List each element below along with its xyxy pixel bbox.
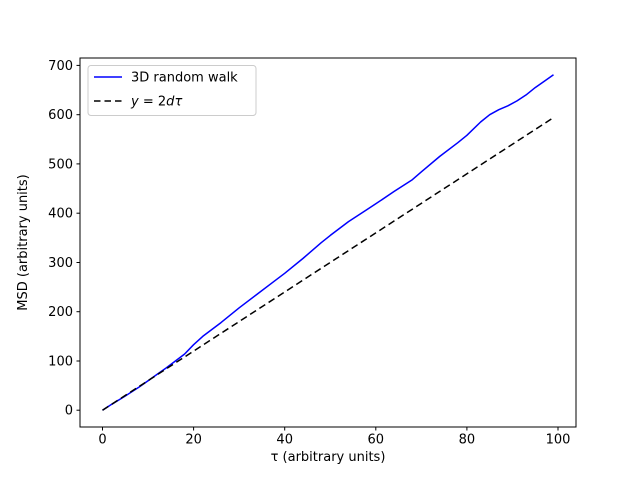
y-axis-label: MSD (arbitrary units) [16,174,31,310]
x-tick-label: 20 [185,433,202,448]
random-walk-line [102,74,554,411]
legend-label: y = 2dτ [130,95,182,110]
dashed-theory-line [102,116,554,411]
y-tick-label: 300 [48,256,73,271]
legend-box [87,65,257,116]
plot-area [79,57,577,428]
x-ticks: 0 20 40 60 80 100 [98,427,570,448]
y-tick-label: 400 [48,207,73,222]
y-ticks: 0 100 200 300 400 500 600 700 [48,59,80,419]
y-tick-label: 200 [48,305,73,320]
x-tick-label: 60 [368,433,385,448]
x-tick-label: 0 [98,433,106,448]
y-tick-label: 0 [65,404,73,419]
x-tick-label: 40 [276,433,293,448]
x-tick-label: 80 [459,433,476,448]
plot-border [79,57,577,428]
series-lines [102,74,554,411]
x-axis: 0 20 40 60 80 100 τ (arbitrary units) [98,427,570,465]
y-tick-label: 100 [48,355,73,370]
legend: 3D random walk y = 2dτ [87,65,257,116]
y-axis: 0 100 200 300 400 500 600 700 MSD (arbitrary un… [16,59,80,419]
y-tick-label: 700 [48,59,73,74]
x-axis-label: τ (arbitrary units) [271,450,386,465]
legend-label: 3D random walk [131,71,238,86]
x-tick-label: 100 [546,433,571,448]
y-tick-label: 500 [48,157,73,172]
y-tick-label: 600 [48,108,73,123]
